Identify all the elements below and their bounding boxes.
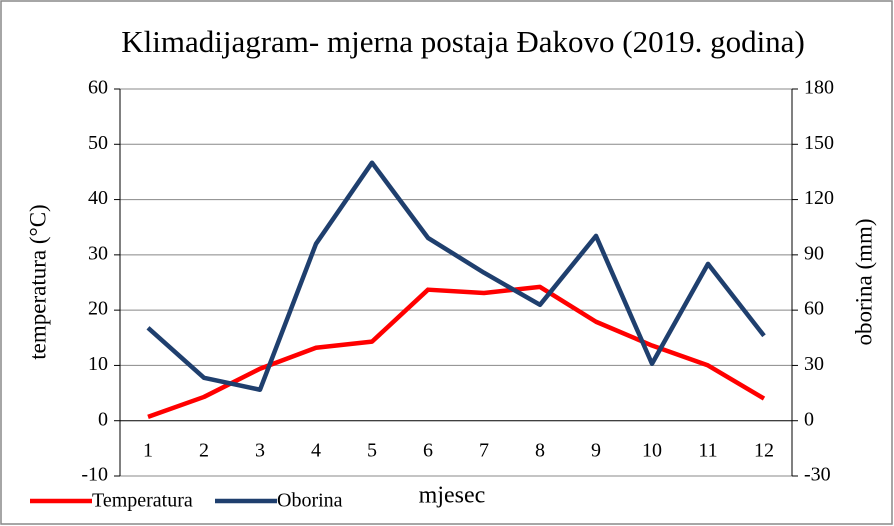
y-tick-label: 50 xyxy=(88,132,108,154)
legend-label: Temperatura xyxy=(92,490,193,512)
y2-axis-label: oborina (mm) xyxy=(851,218,876,345)
y-tick-label: 40 xyxy=(88,187,108,209)
legend-label: Oborina xyxy=(277,490,343,512)
y2-tick-label: 120 xyxy=(804,187,834,209)
y-axis-label: temperatura (°C) xyxy=(25,204,50,359)
x-tick-label: 8 xyxy=(535,439,545,461)
line-series xyxy=(146,160,766,393)
x-tick-label: 5 xyxy=(367,439,377,461)
x-tick-label: 7 xyxy=(479,439,489,461)
x-tick-label: 4 xyxy=(311,439,321,461)
x-tick-label: 2 xyxy=(199,439,209,461)
y-tick-label: 10 xyxy=(88,353,108,375)
chart-title: Klimadijagram- mjerna postaja Đakovo (20… xyxy=(121,24,805,59)
y2-tick-label: 60 xyxy=(804,298,824,320)
x-tick-label: 6 xyxy=(423,439,433,461)
y-tick-label: 60 xyxy=(88,77,108,99)
x-tick-label: 1 xyxy=(143,439,153,461)
y2-tick-label: 150 xyxy=(804,132,834,154)
x-tick-label: 9 xyxy=(591,439,601,461)
x-tick-label: 10 xyxy=(642,439,662,461)
x-tick-label: 11 xyxy=(698,439,717,461)
y2-tick-label: 0 xyxy=(804,408,814,430)
x-axis-label: mjesec xyxy=(419,483,486,509)
y-tick-label: 0 xyxy=(98,408,108,430)
y2-tick-label: 180 xyxy=(804,77,834,99)
y2-tick-label: -30 xyxy=(804,464,831,486)
y2-tick-label: 30 xyxy=(804,353,824,375)
y-tick-label: 30 xyxy=(88,242,108,264)
y-tick-label: -10 xyxy=(81,464,108,486)
x-tick-label: 12 xyxy=(754,439,774,461)
y-tick-label: 20 xyxy=(88,298,108,320)
y2-tick-label: 90 xyxy=(804,242,824,264)
x-tick-label: 3 xyxy=(255,439,265,461)
